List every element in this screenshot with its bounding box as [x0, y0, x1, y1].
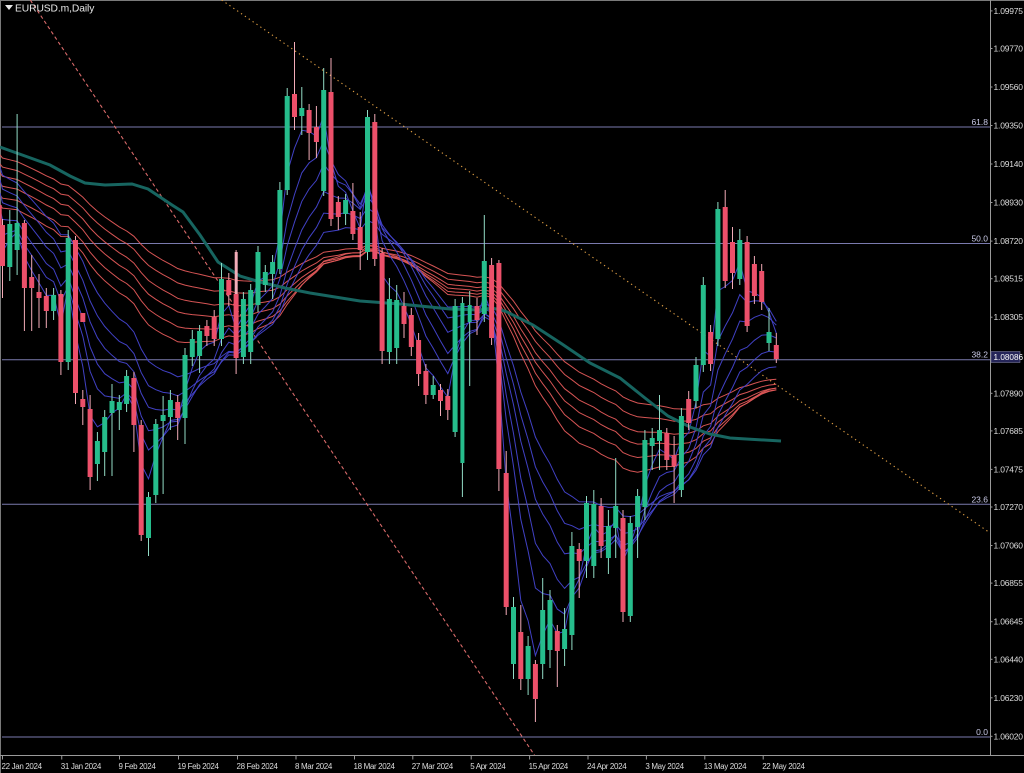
svg-text:8 Mar 2024: 8 Mar 2024 — [295, 762, 333, 771]
svg-text:61.8: 61.8 — [971, 117, 988, 127]
svg-text:1.09350: 1.09350 — [994, 121, 1024, 131]
svg-text:1.09975: 1.09975 — [994, 6, 1024, 16]
svg-text:0.0: 0.0 — [976, 727, 988, 737]
svg-text:15 Apr 2024: 15 Apr 2024 — [529, 762, 569, 771]
svg-text:9 Feb 2024: 9 Feb 2024 — [119, 762, 157, 771]
svg-text:3 May 2024: 3 May 2024 — [645, 762, 684, 771]
svg-text:50.0: 50.0 — [971, 234, 988, 244]
svg-text:1.08305: 1.08305 — [994, 312, 1024, 322]
svg-text:38.2: 38.2 — [971, 350, 988, 360]
svg-text:1.06230: 1.06230 — [994, 693, 1024, 703]
svg-text:24 Apr 2024: 24 Apr 2024 — [587, 762, 627, 771]
svg-text:31 Jan 2024: 31 Jan 2024 — [61, 762, 102, 771]
svg-text:5 Apr 2024: 5 Apr 2024 — [470, 762, 506, 771]
svg-text:18 Mar 2024: 18 Mar 2024 — [354, 762, 396, 771]
svg-text:1.06645: 1.06645 — [994, 617, 1024, 627]
svg-text:28 Feb 2024: 28 Feb 2024 — [237, 762, 279, 771]
svg-text:1.08720: 1.08720 — [994, 236, 1024, 246]
svg-text:23.6: 23.6 — [971, 494, 988, 504]
svg-text:13 May 2024: 13 May 2024 — [704, 762, 747, 771]
svg-text:1.06440: 1.06440 — [994, 654, 1024, 664]
svg-text:1.07890: 1.07890 — [994, 388, 1024, 398]
svg-text:1.07685: 1.07685 — [994, 426, 1024, 436]
svg-text:1.08930: 1.08930 — [994, 198, 1024, 208]
svg-text:1.09140: 1.09140 — [994, 159, 1024, 169]
svg-text:1.08086: 1.08086 — [994, 353, 1024, 362]
svg-text:1.07060: 1.07060 — [994, 541, 1024, 551]
svg-text:1.06855: 1.06855 — [994, 578, 1024, 588]
svg-text:22 May 2024: 22 May 2024 — [762, 762, 805, 771]
svg-text:1.07270: 1.07270 — [994, 502, 1024, 512]
svg-text:EURUSD.m,Daily: EURUSD.m,Daily — [15, 4, 95, 15]
svg-text:1.07475: 1.07475 — [994, 464, 1024, 474]
svg-text:1.06020: 1.06020 — [994, 731, 1024, 741]
svg-text:27 Mar 2024: 27 Mar 2024 — [412, 762, 454, 771]
svg-text:1.08515: 1.08515 — [994, 274, 1024, 284]
svg-text:22 Jan 2024: 22 Jan 2024 — [2, 762, 43, 771]
svg-text:1.09560: 1.09560 — [994, 82, 1024, 92]
svg-text:19 Feb 2024: 19 Feb 2024 — [178, 762, 220, 771]
svg-text:1.09770: 1.09770 — [994, 44, 1024, 54]
